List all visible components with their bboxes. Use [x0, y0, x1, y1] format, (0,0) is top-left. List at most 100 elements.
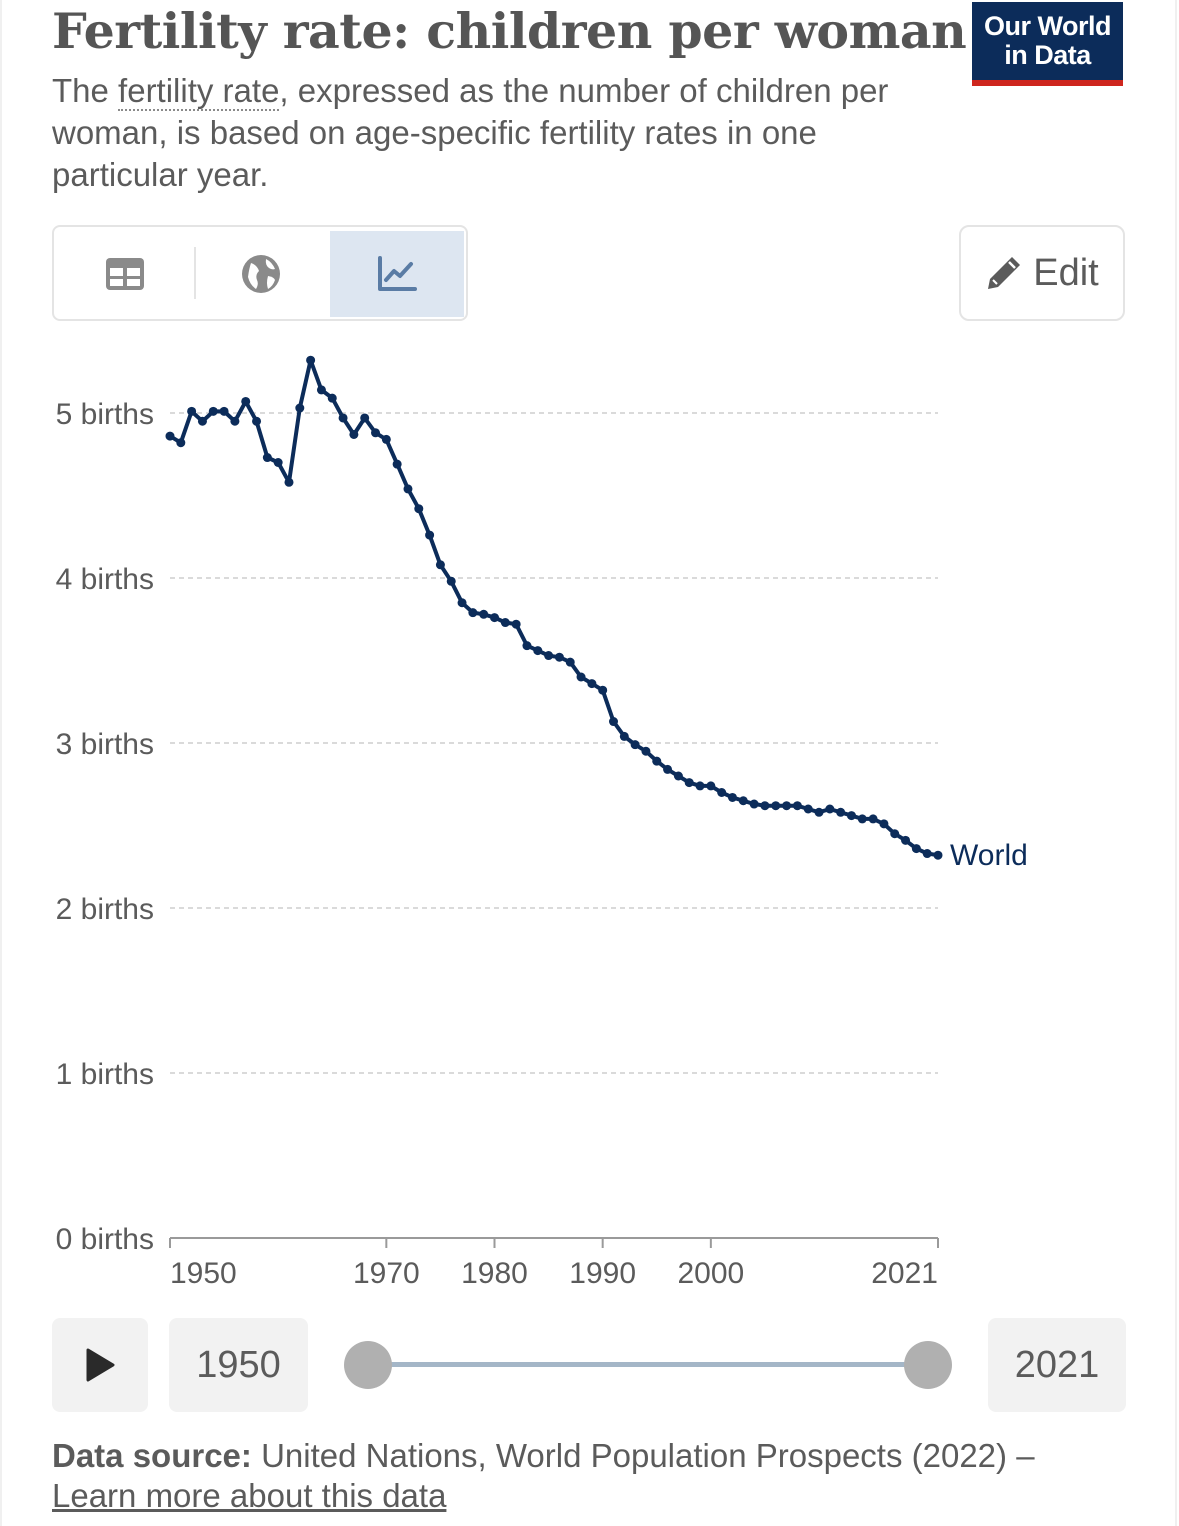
data-point [522, 641, 532, 651]
data-point [695, 781, 705, 791]
data-point [197, 416, 207, 426]
data-point [684, 778, 694, 788]
data-point [857, 814, 867, 824]
data-point [598, 685, 608, 695]
fertility-rate-definition-link[interactable]: fertility rate [118, 72, 280, 111]
chart-title: Fertility rate: children per woman [52, 2, 967, 60]
series-label-world: World [950, 839, 1028, 872]
y-tick-label: 2 births [56, 893, 154, 926]
data-point [749, 799, 759, 809]
data-point [435, 560, 445, 570]
data-point [338, 413, 348, 423]
data-point [652, 756, 662, 766]
data-point [176, 438, 186, 448]
data-point [587, 679, 597, 689]
data-point [414, 504, 424, 514]
data-point [208, 406, 218, 416]
data-point [706, 781, 716, 791]
data-point [316, 385, 326, 395]
logo-line-2: in Data [1004, 40, 1091, 70]
data-point [911, 844, 921, 854]
play-button[interactable] [52, 1318, 148, 1412]
globe-icon [242, 255, 280, 293]
data-point [425, 530, 435, 540]
timeline-track[interactable] [368, 1362, 928, 1367]
source-text: United Nations, World Population Prospec… [251, 1437, 1035, 1474]
data-point [230, 416, 240, 426]
subtitle-text-end: , expressed as the number of children pe… [52, 72, 889, 193]
line-chart: 0 births 1 births 2 births 3 births 4 births… [56, 355, 1028, 1290]
source-label: Data source: [52, 1437, 252, 1474]
data-point [360, 413, 370, 423]
data-point [219, 406, 229, 416]
data-point [825, 804, 835, 814]
data-point [663, 764, 673, 774]
data-point [782, 801, 792, 811]
edit-button[interactable]: Edit [959, 225, 1125, 321]
x-tick-label: 1980 [461, 1257, 528, 1290]
data-point [392, 459, 402, 469]
data-point [306, 355, 316, 365]
pencil-icon [988, 257, 1021, 289]
owid-logo[interactable]: Our World in Data [972, 2, 1123, 86]
data-point [500, 618, 510, 628]
data-point [890, 829, 900, 839]
data-point [803, 804, 813, 814]
y-tick-label: 5 births [56, 398, 154, 431]
tab-divider [194, 247, 196, 299]
data-point [717, 788, 727, 797]
learn-more-link[interactable]: Learn more about this data [52, 1477, 447, 1514]
play-icon [86, 1348, 115, 1382]
data-point [901, 835, 911, 845]
series-line-world [168, 358, 939, 858]
tab-chart[interactable] [330, 231, 464, 317]
edit-label: Edit [1033, 251, 1099, 294]
data-point [630, 740, 640, 750]
data-point [241, 396, 251, 406]
start-year-box[interactable]: 1950 [169, 1318, 308, 1412]
data-point [457, 598, 467, 608]
data-point [814, 807, 824, 817]
data-point [295, 403, 305, 413]
tab-map[interactable] [194, 231, 328, 317]
data-point [554, 652, 564, 662]
x-tick-label: 2000 [677, 1257, 744, 1290]
data-point [738, 796, 748, 806]
data-point [608, 717, 618, 727]
subtitle-text-start: The [52, 72, 119, 109]
timeline-end-handle[interactable] [904, 1341, 952, 1389]
data-point [479, 609, 489, 619]
x-tick-label: 1950 [170, 1257, 237, 1290]
chart-subtitle: The fertility rate, expressed as the num… [52, 70, 932, 196]
data-point [868, 814, 878, 824]
data-point [922, 849, 932, 859]
end-year-box[interactable]: 2021 [988, 1318, 1126, 1412]
data-point [252, 416, 262, 426]
x-tick-label: 2021 [871, 1257, 938, 1290]
data-point [727, 792, 737, 802]
data-point [165, 431, 175, 441]
data-point [565, 657, 575, 667]
x-tick-label: 1970 [353, 1257, 420, 1290]
data-point [403, 484, 413, 494]
data-point [371, 428, 381, 438]
data-point [576, 672, 586, 682]
data-point [879, 819, 889, 829]
data-point [187, 406, 197, 416]
data-point [273, 458, 283, 467]
data-point [792, 801, 802, 811]
data-source: Data source: United Nations, World Popul… [52, 1436, 1152, 1516]
data-point [673, 771, 683, 781]
tab-table[interactable] [58, 231, 192, 317]
data-point [641, 746, 651, 756]
data-point [490, 613, 500, 623]
data-point [381, 434, 391, 444]
timeline-start-handle[interactable] [344, 1341, 392, 1389]
data-point [262, 453, 272, 463]
data-point [544, 651, 554, 661]
y-tick-label: 0 births [56, 1223, 154, 1256]
table-icon [106, 258, 144, 290]
y-tick-label: 3 births [56, 728, 154, 761]
data-point [511, 619, 521, 629]
